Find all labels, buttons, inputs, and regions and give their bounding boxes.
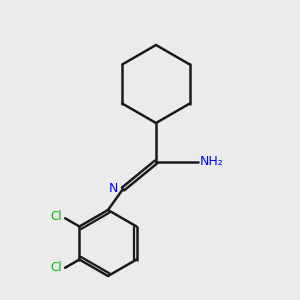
Text: Cl: Cl (50, 210, 62, 223)
Text: N: N (109, 182, 119, 196)
Text: Cl: Cl (50, 261, 62, 274)
Text: NH₂: NH₂ (200, 155, 223, 169)
